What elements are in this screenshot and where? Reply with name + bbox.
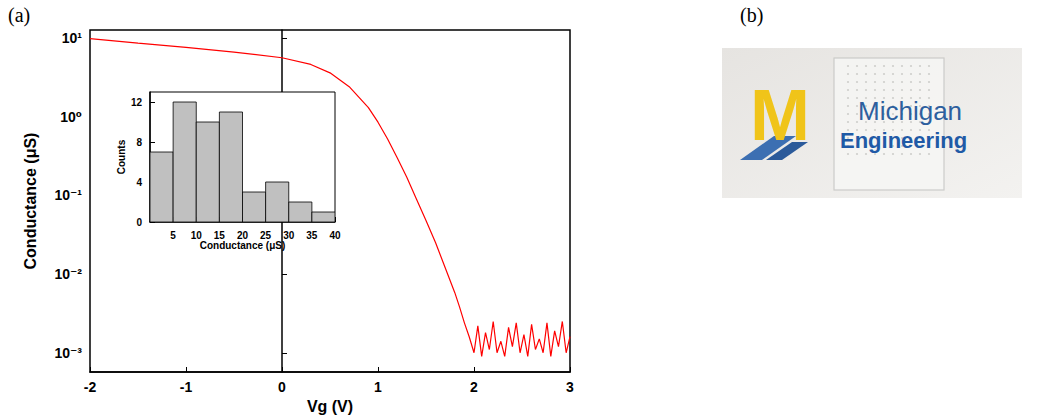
svg-text:10⁰: 10⁰ xyxy=(60,109,82,125)
svg-text:0: 0 xyxy=(136,217,142,228)
svg-text:10⁻³: 10⁻³ xyxy=(54,345,82,361)
svg-text:0: 0 xyxy=(278,379,286,395)
svg-text:10: 10 xyxy=(191,230,203,241)
html-text:(a): (a) xyxy=(8,4,31,26)
svg-text:5: 5 xyxy=(170,230,176,241)
html-text:(b): (b) xyxy=(740,4,764,26)
svg-text:Conductance (μS): Conductance (μS) xyxy=(200,240,286,251)
svg-text:Engineering: Engineering xyxy=(840,128,967,153)
svg-text:Vg (V): Vg (V) xyxy=(307,398,353,415)
svg-text:M: M xyxy=(750,75,810,155)
svg-text:1: 1 xyxy=(374,379,382,395)
svg-text:10¹: 10¹ xyxy=(62,30,83,46)
svg-text:-2: -2 xyxy=(84,379,97,395)
svg-text:Conductance (μS): Conductance (μS) xyxy=(22,133,39,270)
svg-text:40: 40 xyxy=(329,230,341,241)
svg-text:8: 8 xyxy=(136,137,142,148)
svg-text:15: 15 xyxy=(214,230,226,241)
svg-text:Counts: Counts xyxy=(116,139,127,174)
svg-text:4: 4 xyxy=(136,177,142,188)
svg-text:3: 3 xyxy=(566,379,574,395)
svg-text:25: 25 xyxy=(260,230,272,241)
svg-text:-1: -1 xyxy=(180,379,193,395)
svg-text:10⁻²: 10⁻² xyxy=(54,266,82,282)
svg-text:2: 2 xyxy=(470,379,478,395)
svg-text:20: 20 xyxy=(237,230,249,241)
svg-text:12: 12 xyxy=(131,97,143,108)
svg-text:Michigan: Michigan xyxy=(858,96,962,126)
svg-text:10⁻¹: 10⁻¹ xyxy=(54,187,82,203)
svg-text:30: 30 xyxy=(283,230,295,241)
svg-text:35: 35 xyxy=(306,230,318,241)
